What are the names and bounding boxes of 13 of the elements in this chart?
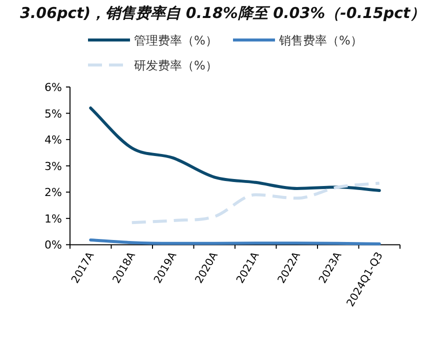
y-tick-label: 6% bbox=[44, 81, 62, 94]
y-tick-label: 4% bbox=[44, 134, 62, 147]
y-tick-label: 3% bbox=[44, 160, 62, 173]
legend-label: 管理费率（%） bbox=[134, 34, 218, 48]
legend-label: 销售费率（%） bbox=[278, 34, 362, 48]
line-series bbox=[130, 182, 381, 224]
legend-label: 研发费率（%） bbox=[134, 58, 218, 72]
y-tick-label: 5% bbox=[44, 107, 62, 120]
y-tick-label: 2% bbox=[44, 186, 62, 200]
y-tick-label: 1% bbox=[44, 212, 62, 226]
title: 3.06pct)，销售费率自 0.18%降至 0.03%（-0.15pct） bbox=[20, 4, 426, 22]
y-tick-label: 0% bbox=[44, 238, 62, 252]
line-series bbox=[89, 106, 381, 192]
